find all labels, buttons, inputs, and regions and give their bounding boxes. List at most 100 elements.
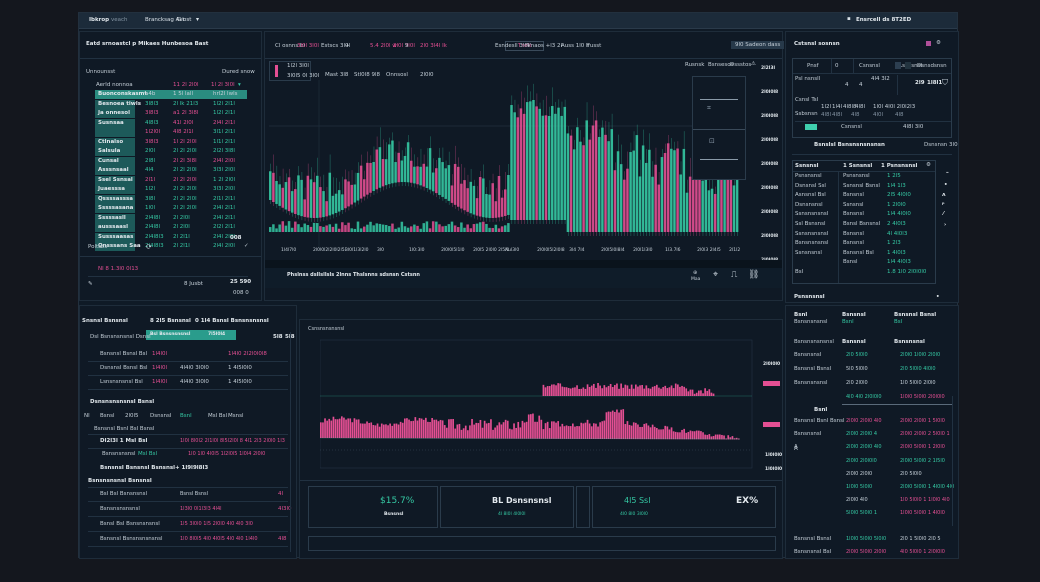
orders-row-label[interactable]: Bsnsnsl Bsnsl Bsl [100,351,148,357]
trades-row-label[interactable]: A [794,444,798,451]
chart-toolbar-item-3[interactable]: + [345,43,350,49]
orders-s3-row[interactable]: Bsnsnsnsnsnsl [100,506,140,512]
trades-row-label[interactable]: Bsnsnsnsl [794,352,822,358]
orders-s2-row[interactable]: Dl2l3l 1 Msl Bsl [100,438,148,444]
stat-card[interactable] [592,486,776,528]
side-icon-1[interactable]: • [944,182,948,188]
trades-footer-label[interactable]: Bsnsnsl Bsnsl [794,536,832,542]
order-tab-2[interactable]: Csnsnsl [859,63,880,69]
pattern-icon-2[interactable]: ⊡ [709,137,715,145]
layout-icon[interactable] [895,62,901,69]
watchlist-row[interactable]: Asssnsaal 4l4 2l 2l 2l0l 3l3l 2l0l [95,166,247,175]
edit-icon[interactable]: ✎ [88,281,93,287]
watchlist-row[interactable]: Sssssasll 2l4l8l 2l 2l0l 2l4l 2l1l [95,213,247,223]
trades-row-label[interactable]: Bsnsnsnsnsl [794,380,828,386]
orders-active-tab[interactable]: Bsl Bsnsnsnsnsl 7l5l0l4 [146,330,236,340]
orders-s3-row[interactable]: Bsl Bsl Bsnsnsnsl [100,491,148,497]
menu-item-1[interactable]: veach [111,17,128,23]
watchlist-row[interactable]: Qssssasssa 3l8l 2l 2l 2l0l 2l1l 2l1l [95,194,247,204]
chart-toolbar-item-11[interactable]: Auss 1l0 h [561,43,590,49]
watchlist-row[interactable]: Ssel Ssnsal 2l1l 2l 2l 2l0l 1 2l 2l0l [95,175,247,185]
settings-icon[interactable]: ⚙ [926,162,931,168]
orders-tab-1[interactable]: 8 2l5 Bsnsnsl [150,318,191,324]
orders-s3-row[interactable]: Bsnsnsl Bsnsnsnsnsnsl [100,536,163,542]
link-icon[interactable]: ⁄ [943,211,944,217]
side-icon-5[interactable]: › [944,222,947,228]
shield-icon[interactable]: ⛉ [942,78,948,87]
position-name[interactable]: Dsnsnsnsl [795,201,823,208]
bell-icon[interactable]: ▪ [847,16,851,22]
chart-tab-2[interactable]: Dssstos [730,62,752,68]
watchlist-col-right[interactable]: Dured snow [222,69,255,75]
stat-card[interactable] [440,486,574,528]
zoom-icon[interactable]: ⊕ [693,270,698,276]
chart-toolbar-item-6[interactable]: 9 [405,43,409,49]
watchlist-row[interactable]: Susnsaa 4l8l3 41l 2l0l 2l4l 2l1l [95,118,247,128]
chart-tab-0[interactable]: Rusnsk [685,62,705,68]
candlestick-chart[interactable] [269,80,749,250]
trades-row-label[interactable]: Bsnsnsl Bsnsl [794,366,832,372]
chart-tab-1[interactable]: Bsnsesos [708,62,734,68]
watchlist-row[interactable]: Cunsal 2l8l 2l 2l 3l8l 2l4l 2l0l [95,156,247,166]
order-toggle-mid[interactable]: Csnsnsl [841,124,862,130]
menu-item-2[interactable]: Brancksag Ast [145,17,185,23]
side-icon-2[interactable]: ʌ [942,192,946,198]
chart-toolbar-item-13[interactable]: 9l0 Sadeon dass [731,41,785,49]
watchlist-row[interactable]: Sssssasana 1l0l 2l 2l 2l0l 2l4l 2l1l [95,204,247,213]
order-tab-4[interactable]: Dsnsdsnsn [917,63,947,69]
chart-toolbar-item-1[interactable]: 3l0l 3l0l [297,43,319,49]
order-toggle[interactable] [805,124,817,130]
alert-icon[interactable]: ⚠ [751,61,756,67]
layout-icon-2[interactable] [905,62,911,69]
chart-toolbar-item-7[interactable]: 2l0 3l4l Ik [420,43,447,49]
chain-icon[interactable]: ⛓ [748,270,760,280]
side-icon-3[interactable]: ᵖ [942,202,945,208]
submit-order-button[interactable]: Bsnslsl Bsnsnsnsnsnsn [814,142,885,148]
chart-toolbar-item-10[interactable]: Vnaos +l3 2l [527,43,563,49]
trades-row-label[interactable]: Bsnsnsl Bsnl Bsnsl [794,418,845,424]
check-icon[interactable]: ✓ [244,243,249,249]
watchlist-row[interactable]: Qnsssans Saa 2l4l8l3 2l 2l1l 2l4l 2l0l [95,242,247,251]
watchlist-row[interactable]: ausssaasl 2l4l8l 2l 2l0l 2l2l 2l1l [95,223,247,232]
trades-row-label[interactable]: Bsnsnsnsl [794,431,822,438]
watchlist-row[interactable]: Susssaasas 2l4l8l3 2l 2l1l 2l4l 2l0l [95,232,247,242]
trades-footer-label[interactable]: Bsnsnsnsl Bsl [794,549,832,555]
scroll-up-icon[interactable]: – [946,170,949,176]
chart-toolbar-item-9[interactable]: Esndesll 3l6l [495,43,530,49]
menu-item-3[interactable]: G ost [177,17,192,23]
watchlist-row[interactable]: Ctlnalso 3l8l3 1l 2l 2l0l 1l1l 2l1l [95,137,247,147]
orders-s3-row[interactable]: Bsnsl Bsl Bsnsnsnsnsl [100,521,160,527]
position-name[interactable]: Dsnsnsl Ssl [795,182,826,189]
orders-tab-0[interactable]: Snsnsl Bsnsnsl [82,318,128,324]
order-toggle-right[interactable]: 4l8l 3l0 [903,124,924,130]
settings-icon[interactable]: ⚙ [936,40,941,46]
stat-card[interactable] [308,486,438,528]
watchlist-row[interactable]: Juaesssa 1l2l 2l 2l 2l0l 3l3l 2l0l [95,185,247,194]
crosshair-icon[interactable]: ⌖ [713,270,719,280]
position-name[interactable]: Ssl Bsnsnsl [795,221,826,227]
color-swatch-icon[interactable] [926,41,931,46]
pattern-icon[interactable]: ⌗ [707,104,711,112]
chart-toolbar-item-4[interactable]: 5.4 2l0l w [370,43,397,49]
watchlist-row[interactable]: 1l2l0l 4l8 2l1l 3l1l 2l1l [95,128,247,137]
chevron-down-icon[interactable]: ▾ [196,16,200,23]
orders-s2-row[interactable]: Bsnsnsnsnsl [102,451,136,457]
watchlist-row[interactable]: Salsula 2l0l 2l 2l 2l0l 2l2l 3l8l [95,147,247,156]
chart-toolbar-item-0[interactable]: Cl osnns bi [275,43,305,49]
watchlist-row[interactable]: Ja onnesol 3l8l3 a1 2l 3l8l 1l2l 2l1l [95,109,247,118]
watchlist-row[interactable]: Besnoea tiwls 3l8l3 2l lk 21l3 1l2l 2l1l [95,99,247,109]
position-name[interactable]: Ssnsnsnsnsl [795,230,829,237]
position-name[interactable]: Ssnsnsnsl [795,249,822,256]
chart-toolbar-item-5[interactable]: 2l0l 3l0l [393,43,415,49]
chart-toolbar-item-2[interactable]: Estscs 3l0l [321,43,351,49]
refresh-icon[interactable]: ⟳ [146,243,152,251]
order-tab-1[interactable]: 0 [835,63,839,69]
chevron-down-icon[interactable]: ▾ [238,82,241,88]
order-action-right[interactable]: Dsnsnsn 3l0 [924,142,958,148]
orders-tab-2[interactable]: 0 1l4 Bsnsl Bsnsnsnsnsl [195,318,269,324]
dot-icon[interactable]: • [936,294,940,300]
position-name[interactable]: Psnsnsnsl [795,173,822,179]
orders-row-label[interactable]: Dsnsnsl Bsnsl Bsl [100,365,148,371]
chart-toolbar-item-12[interactable]: Fusst [587,43,602,49]
order-tab-0[interactable]: Pnsf [807,63,819,69]
